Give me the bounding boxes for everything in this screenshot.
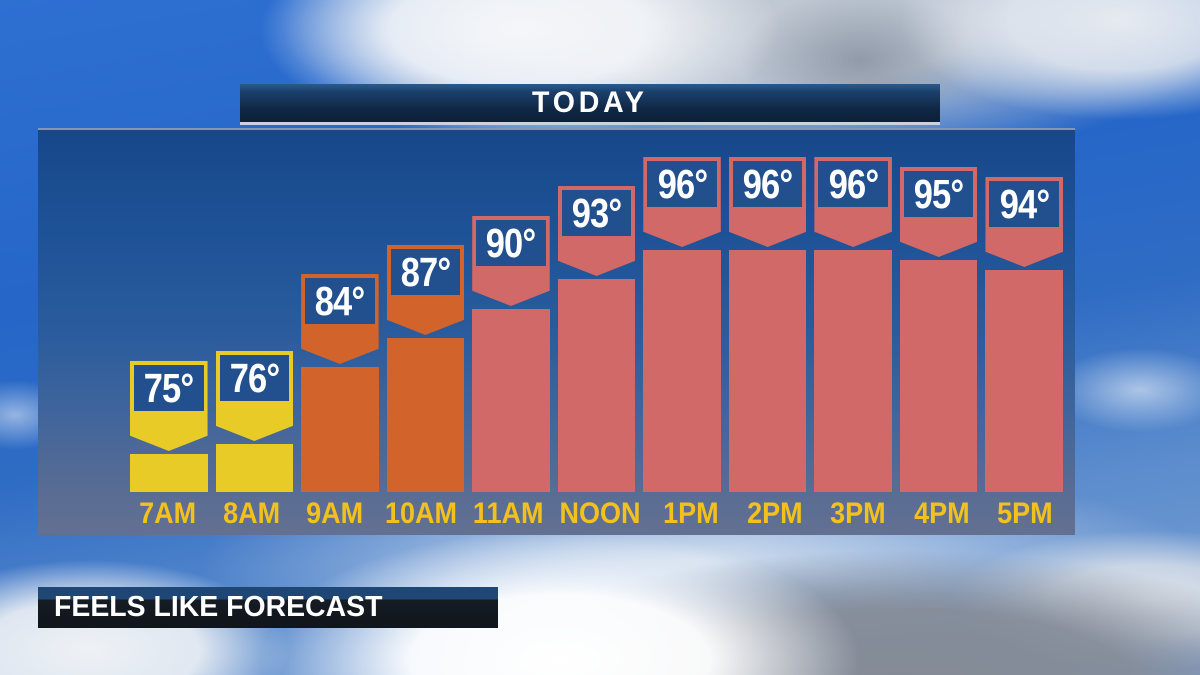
time-label-3pm: 3PM xyxy=(820,492,896,535)
temp-value-label: 75° xyxy=(134,365,204,411)
temp-value-label: 95° xyxy=(903,171,974,217)
bar-pennant: 75° xyxy=(130,361,208,451)
bar-pennant: 90° xyxy=(472,216,550,306)
bars-row: 75° 76° 84° 87° 90° 93° 96° 96° 96° 95° 94° xyxy=(130,130,1064,492)
bar-9am: 84° xyxy=(301,274,379,492)
hourly-feels-like-bar-chart: 75° 76° 84° 87° 90° 93° 96° 96° 96° 95° 94° 7AM 8AM… xyxy=(130,130,1064,535)
temp-value-label: 96° xyxy=(732,161,803,207)
bar-11am: 90° xyxy=(472,216,550,492)
bar-pennant: 76° xyxy=(215,351,294,441)
temp-value-text: 93° xyxy=(571,190,622,236)
bar-pennant: 96° xyxy=(814,157,892,247)
time-label-1pm: 1PM xyxy=(653,492,729,535)
time-label-text: 5PM xyxy=(997,496,1053,530)
time-label-9am: 9AM xyxy=(297,492,373,535)
today-banner-label: TODAY xyxy=(532,86,648,119)
bar-body xyxy=(215,444,294,492)
bar-body xyxy=(472,309,550,492)
bar-3pm: 96° xyxy=(814,157,892,492)
time-labels-row: 7AM 8AM 9AM 10AM 11AM NOON 1PM 2PM 3PM 4PM 5PM xyxy=(130,492,1063,535)
forecast-panel: 75° 76° 84° 87° 90° 93° 96° 96° 96° 95° 94° 7AM 8AM… xyxy=(38,128,1075,535)
temp-value-text: 96° xyxy=(742,161,793,207)
temp-value-text: 96° xyxy=(657,161,707,207)
bar-pennant: 93° xyxy=(557,186,636,276)
bar-body xyxy=(985,270,1064,492)
temp-value-label: 76° xyxy=(219,355,290,401)
temp-value-label: 96° xyxy=(647,161,717,207)
temp-value-text: 87° xyxy=(400,249,451,295)
feels-like-forecast-banner: FEELS LIKE FORECAST xyxy=(38,587,498,628)
time-label-5pm: 5PM xyxy=(987,492,1063,535)
time-label-text: 11AM xyxy=(472,496,544,530)
temp-value-text: 96° xyxy=(828,161,878,207)
temp-value-label: 96° xyxy=(818,161,888,207)
temp-value-text: 75° xyxy=(143,365,194,411)
time-label-8am: 8AM xyxy=(214,492,290,535)
bar-7am: 75° xyxy=(130,361,208,492)
bar-pennant: 84° xyxy=(301,274,379,364)
temp-value-text: 90° xyxy=(486,220,536,266)
temp-value-label: 90° xyxy=(476,220,546,266)
bar-2pm: 96° xyxy=(728,157,807,492)
time-label-text: 10AM xyxy=(384,496,457,530)
bar-5pm: 94° xyxy=(985,177,1064,492)
time-label-text: 7AM xyxy=(139,496,197,530)
temp-value-text: 95° xyxy=(913,171,964,217)
bar-body xyxy=(899,260,978,492)
bar-body xyxy=(130,454,208,492)
bar-body xyxy=(814,250,892,492)
time-label-2pm: 2PM xyxy=(737,492,813,535)
bar-pennant: 94° xyxy=(985,177,1064,267)
time-label-text: 9AM xyxy=(306,496,364,530)
bar-1pm: 96° xyxy=(643,157,721,492)
temp-value-text: 76° xyxy=(229,355,280,401)
time-label-text: 3PM xyxy=(830,496,886,530)
bar-body xyxy=(728,250,807,492)
time-label-4pm: 4PM xyxy=(904,492,980,535)
time-label-10am: 10AM xyxy=(381,492,461,535)
bar-8am: 76° xyxy=(215,351,294,492)
time-label-11am: 11AM xyxy=(469,492,547,535)
bar-pennant: 96° xyxy=(728,157,807,247)
time-label-7am: 7AM xyxy=(130,492,206,535)
bar-4pm: 95° xyxy=(899,167,978,492)
bar-body xyxy=(557,279,636,492)
bar-pennant: 87° xyxy=(386,245,465,335)
today-banner: TODAY xyxy=(240,84,940,125)
bar-body xyxy=(386,338,465,492)
time-label-text: 4PM xyxy=(913,496,970,530)
time-label-text: 2PM xyxy=(746,496,803,530)
bar-pennant: 96° xyxy=(643,157,721,247)
temp-value-label: 84° xyxy=(305,278,375,324)
feels-like-forecast-label: FEELS LIKE FORECAST xyxy=(54,591,383,623)
time-label-text: 1PM xyxy=(663,496,719,530)
temp-value-label: 93° xyxy=(561,190,632,236)
bar-pennant: 95° xyxy=(899,167,978,257)
bar-body xyxy=(643,250,721,492)
bar-noon: 93° xyxy=(557,186,636,492)
bar-10am: 87° xyxy=(386,245,465,492)
temp-value-label: 94° xyxy=(989,181,1060,227)
bar-body xyxy=(301,367,379,492)
time-label-noon: NOON xyxy=(555,492,645,535)
temp-value-text: 94° xyxy=(999,181,1050,227)
time-label-text: 8AM xyxy=(222,496,280,530)
temp-value-text: 84° xyxy=(315,278,365,324)
time-label-text: NOON xyxy=(559,496,641,530)
temp-value-label: 87° xyxy=(390,249,461,295)
